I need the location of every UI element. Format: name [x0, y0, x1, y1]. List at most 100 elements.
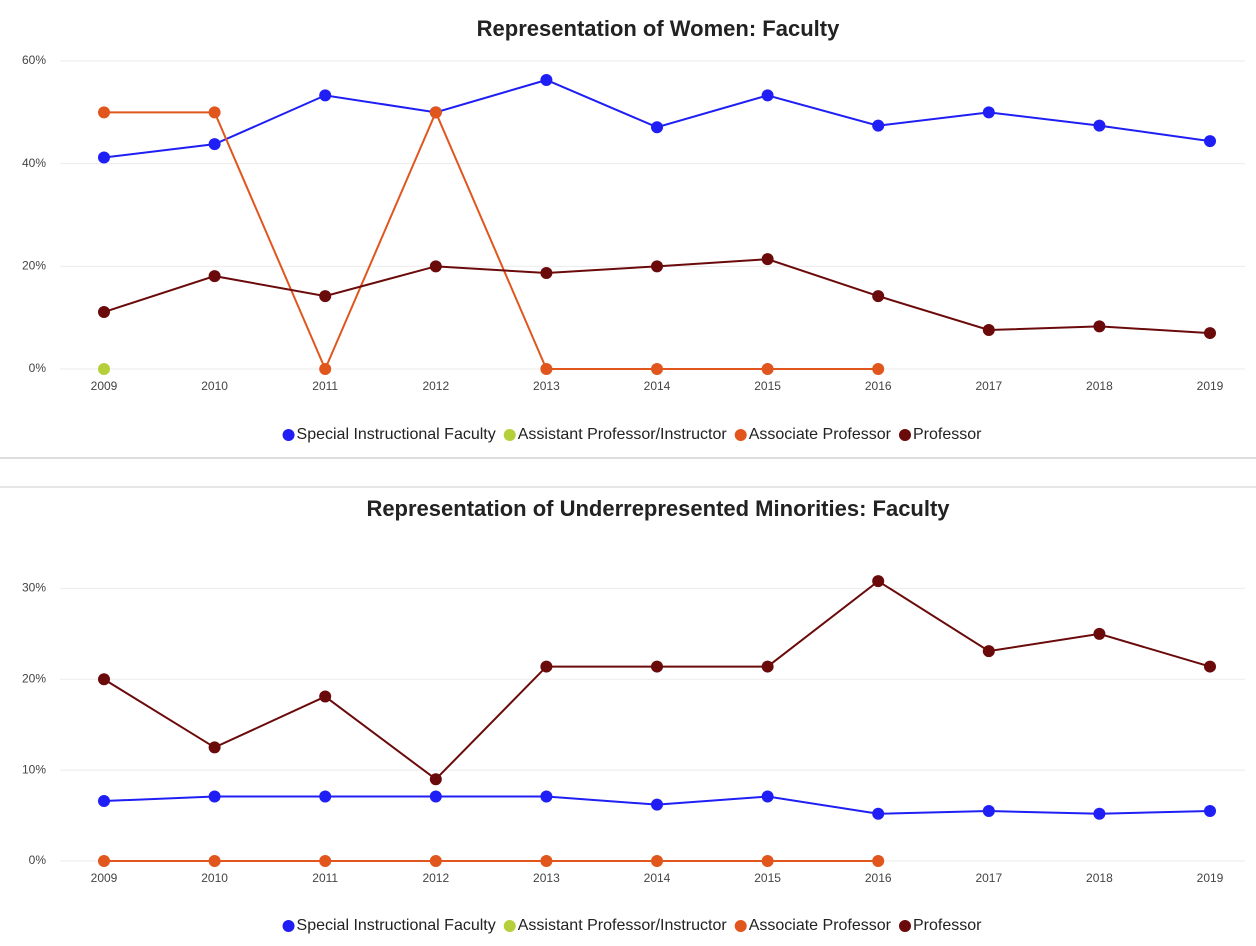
legend-label: Associate Professor [749, 426, 892, 443]
x-tick-label: 2019 [1197, 379, 1224, 393]
point [1093, 119, 1106, 132]
point [429, 260, 442, 273]
point [98, 306, 110, 319]
point [540, 267, 553, 280]
x-tick-label: 2019 [1197, 871, 1224, 885]
point [761, 363, 774, 375]
chart-title: Representation of Underrepresented Minor… [366, 496, 950, 521]
point [540, 660, 553, 673]
point [651, 855, 663, 867]
x-tick-label: 2010 [201, 379, 228, 393]
point [540, 363, 553, 375]
point [651, 660, 663, 673]
x-tick-label: 2016 [865, 871, 892, 885]
point [761, 855, 774, 867]
legend-marker [898, 920, 911, 932]
point [982, 106, 995, 119]
point [872, 807, 885, 820]
point [651, 363, 663, 375]
point [208, 855, 221, 867]
legend-marker [734, 429, 747, 441]
point [319, 855, 332, 867]
point [872, 855, 885, 867]
point [208, 741, 221, 754]
point [319, 790, 332, 803]
point [1204, 135, 1216, 148]
point [761, 89, 774, 102]
legend-label: Associate Professor [749, 917, 892, 934]
point [982, 805, 995, 818]
x-tick-label: 2018 [1086, 379, 1113, 393]
x-tick-label: 2016 [865, 379, 892, 393]
point [872, 575, 885, 588]
point [319, 363, 332, 375]
x-tick-label: 2018 [1086, 871, 1113, 885]
x-tick-label: 2013 [533, 871, 560, 885]
legend-label: Professor [913, 917, 982, 934]
x-tick-label: 2011 [312, 871, 338, 885]
x-tick-label: 2013 [533, 379, 560, 393]
x-tick-label: 2010 [201, 871, 228, 885]
point [429, 855, 442, 867]
point [872, 119, 885, 132]
y-tick-label: 40% [22, 156, 46, 170]
chart-title: Representation of Women: Faculty [477, 16, 840, 41]
point [208, 106, 221, 119]
y-tick-label: 30% [22, 581, 46, 595]
point [319, 89, 332, 102]
y-tick-label: 60% [22, 53, 46, 67]
point [429, 773, 442, 786]
point [651, 121, 663, 134]
legend-marker [282, 920, 295, 932]
x-tick-label: 2017 [975, 379, 1002, 393]
x-tick-label: 2017 [975, 871, 1002, 885]
point [540, 855, 553, 867]
point [98, 363, 110, 375]
point [651, 798, 663, 811]
legend-label: Special Instructional Faculty [297, 917, 496, 934]
y-tick-label: 20% [22, 259, 46, 273]
point [1204, 660, 1216, 673]
y-tick-label: 0% [29, 853, 47, 867]
point [429, 790, 442, 803]
point [761, 790, 774, 803]
legend-label: Assistant Professor/Instructor [518, 426, 728, 443]
point [982, 645, 995, 658]
legend-marker [898, 429, 911, 441]
point [1204, 805, 1216, 818]
legend-marker [734, 920, 747, 932]
point [540, 790, 553, 803]
y-tick-label: 0% [29, 361, 47, 375]
point [429, 106, 442, 119]
x-tick-label: 2009 [91, 871, 118, 885]
series-line [103, 579, 1211, 781]
point [208, 790, 221, 803]
point [98, 795, 110, 808]
x-tick-label: 2015 [754, 871, 781, 885]
point [651, 260, 663, 273]
point [872, 363, 885, 375]
point [1204, 327, 1216, 340]
point [540, 73, 553, 86]
point [208, 138, 221, 151]
legend-marker [503, 429, 516, 441]
point [208, 270, 221, 283]
point [872, 290, 885, 303]
legend-marker [282, 429, 295, 441]
y-tick-label: 10% [22, 762, 46, 776]
series-line [104, 109, 879, 372]
series-line [103, 78, 1211, 159]
point [98, 106, 110, 119]
point [1093, 627, 1106, 640]
x-tick-label: 2011 [312, 379, 338, 393]
x-tick-label: 2014 [644, 379, 671, 393]
point [98, 673, 110, 686]
x-tick-label: 2012 [422, 379, 449, 393]
x-tick-label: 2015 [754, 379, 781, 393]
legend-marker [503, 920, 516, 932]
point [98, 855, 110, 867]
x-tick-label: 2009 [91, 379, 118, 393]
x-tick-label: 2014 [644, 871, 671, 885]
legend-label: Special Instructional Faculty [297, 426, 496, 443]
